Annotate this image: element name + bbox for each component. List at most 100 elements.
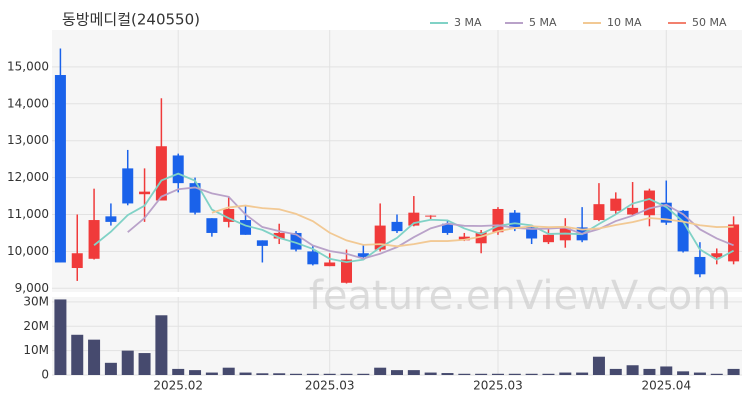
- candle-body: [441, 223, 453, 233]
- volume-bar: [407, 370, 420, 375]
- candle-body: [694, 256, 706, 275]
- legend-label: 5 MA: [529, 16, 557, 29]
- candle-body: [206, 218, 218, 233]
- candle-body: [711, 253, 723, 258]
- volume-bar: [290, 373, 303, 375]
- candle-body: [290, 232, 302, 250]
- volume-bar: [239, 372, 252, 375]
- y-tick-label: 10M: [23, 343, 49, 357]
- volume-bar: [104, 362, 117, 375]
- candle-body: [240, 220, 252, 235]
- volume-bar: [424, 372, 437, 375]
- volume-bar: [205, 372, 218, 375]
- candle-body: [172, 155, 184, 184]
- volume-bar: [677, 371, 690, 375]
- y-tick-label: 0: [41, 368, 49, 382]
- x-tick-label: 2025.02: [153, 379, 203, 393]
- volume-bar: [525, 373, 538, 375]
- candle-body: [223, 208, 235, 222]
- candle-body: [458, 236, 470, 241]
- watermark: feature.enViewV.com: [309, 273, 731, 319]
- candle-body: [88, 220, 100, 259]
- legend-label: 3 MA: [454, 16, 482, 29]
- legend-item: 50 MA: [668, 16, 727, 29]
- volume-bar: [88, 339, 101, 375]
- y-tick-label: 15,000: [7, 59, 49, 73]
- candle-body: [408, 212, 420, 226]
- volume-bar: [693, 372, 706, 375]
- chart-title: 동방메디컬(240550): [62, 11, 200, 29]
- volume-bar: [138, 353, 151, 375]
- volume-bar: [306, 373, 319, 375]
- volume-bar: [660, 366, 673, 375]
- price-panel: [52, 30, 742, 292]
- candle-body: [155, 146, 167, 201]
- candle-body: [71, 253, 83, 269]
- candle-body: [357, 253, 369, 257]
- legend-label: 50 MA: [692, 16, 727, 29]
- ma-line: [211, 204, 734, 248]
- y-tick-label: 13,000: [7, 133, 49, 147]
- candle-body: [610, 198, 622, 211]
- volume-bar: [222, 367, 235, 375]
- candle-body: [643, 190, 655, 216]
- volume-bar: [172, 368, 185, 375]
- candle-body: [660, 202, 672, 223]
- volume-bar: [643, 368, 656, 375]
- candle-body: [475, 232, 487, 244]
- ma-line: [127, 186, 734, 260]
- volume-bar: [576, 372, 589, 375]
- volume-bar: [391, 370, 403, 375]
- y-tick-label: 10,000: [7, 244, 49, 258]
- y-tick-label: 11,000: [7, 207, 49, 221]
- candle-body: [526, 227, 538, 239]
- volume-bar: [323, 373, 336, 375]
- y-tick-label: 9,000: [15, 281, 49, 295]
- candle-body: [627, 207, 639, 215]
- volume-bar: [71, 334, 84, 375]
- volume-bar: [559, 372, 572, 375]
- volume-bar: [491, 373, 504, 375]
- volume-bar: [441, 373, 454, 375]
- volume-bar: [256, 373, 269, 375]
- volume-bar: [54, 299, 67, 375]
- volume-bar: [458, 373, 471, 375]
- volume-bar: [189, 370, 202, 375]
- volume-bar: [155, 315, 168, 375]
- candle-body: [542, 234, 554, 243]
- candle-body: [677, 210, 689, 252]
- volume-bar: [475, 373, 488, 375]
- candle-body: [492, 208, 504, 233]
- y-tick-label: 12,000: [7, 170, 49, 184]
- x-tick-label: 2025.03: [473, 379, 523, 393]
- volume-bar: [592, 356, 605, 375]
- candle-body: [593, 204, 605, 221]
- volume-bar: [609, 368, 622, 375]
- candle-body: [425, 215, 437, 217]
- volume-bar: [121, 350, 134, 375]
- candle-body: [105, 216, 117, 222]
- candle-body: [509, 212, 521, 229]
- candle-body: [256, 240, 268, 246]
- volume-bar: [710, 373, 723, 375]
- volume-bar: [508, 373, 521, 375]
- legend-label: 10 MA: [607, 16, 642, 29]
- y-tick-label: 30M: [23, 294, 49, 308]
- legend-item: 5 MA: [505, 16, 557, 29]
- x-tick-label: 2025.03: [305, 379, 355, 393]
- candle-body: [122, 168, 134, 204]
- volume-bar: [626, 365, 639, 375]
- legend-item: 10 MA: [583, 16, 642, 29]
- y-tick-label: 20M: [23, 319, 49, 333]
- candle-body: [54, 75, 66, 263]
- candle-body: [341, 259, 353, 283]
- volume-bar: [727, 368, 740, 375]
- candle-body: [189, 183, 201, 213]
- volume-bar: [340, 373, 353, 375]
- legend-item: 3 MA: [430, 16, 482, 29]
- candle-body: [139, 191, 151, 195]
- volume-bar: [542, 373, 555, 375]
- candle-body: [273, 232, 285, 239]
- volume-bar: [374, 367, 387, 375]
